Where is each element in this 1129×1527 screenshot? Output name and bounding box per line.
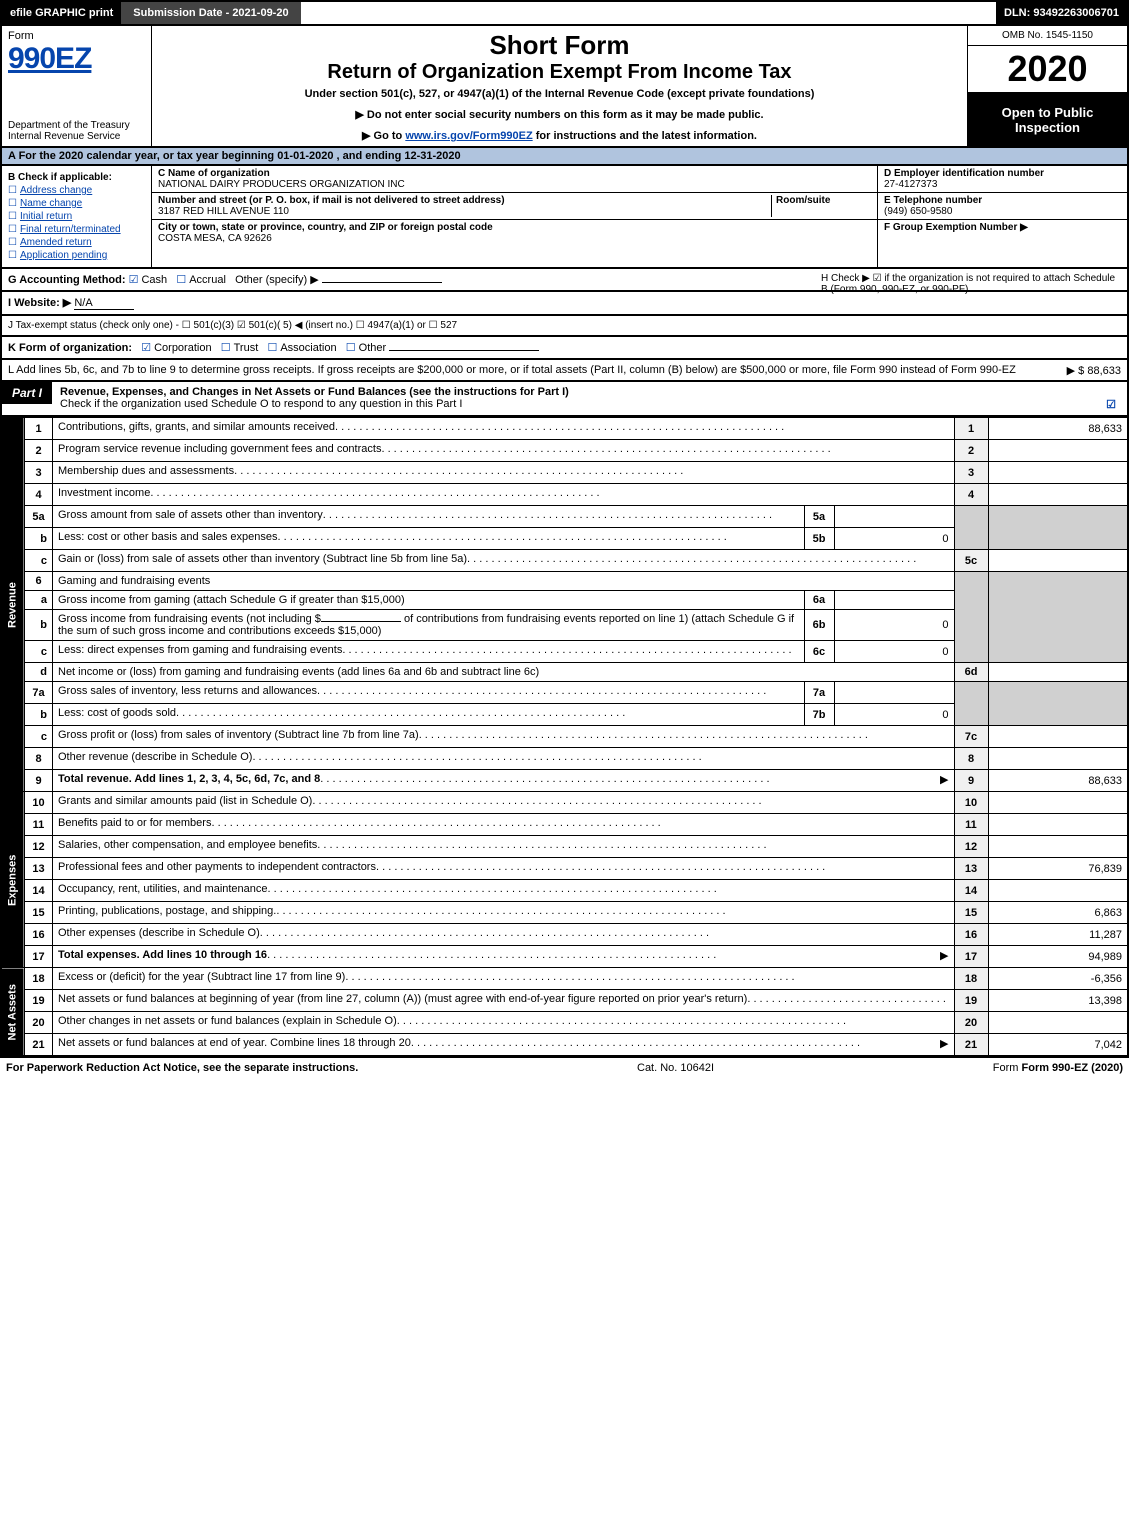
expenses-side-label: Expenses [1,792,25,968]
header-subline: Under section 501(c), 527, or 4947(a)(1)… [158,88,961,100]
cb-name-change[interactable]: Name change [8,198,145,209]
cb-corporation[interactable] [141,342,154,354]
form-number-link[interactable]: 990EZ [8,42,91,75]
section-a-tax-year: A For the 2020 calendar year, or tax yea… [0,148,1129,166]
form-ref: Form Form 990-EZ (2020) [993,1062,1123,1074]
id-right-block: D Employer identification number 27-4127… [877,166,1127,267]
accounting-method-row: G Accounting Method: Cash Accrual Other … [0,269,1129,292]
website-value: N/A [74,297,134,310]
gross-receipts-amount: ▶ $ 88,633 [1067,364,1121,377]
cb-initial-return[interactable]: Initial return [8,211,145,222]
fundraising-contrib-input[interactable] [321,621,401,622]
cb-final-return[interactable]: Final return/terminated [8,224,145,235]
org-name-row: C Name of organization NATIONAL DAIRY PR… [152,166,877,193]
line-16-amount: 11,287 [988,924,1128,946]
efile-print-button[interactable]: efile GRAPHIC print [2,2,121,24]
cb-association[interactable] [267,342,280,354]
ein-block: D Employer identification number 27-4127… [878,166,1127,193]
revenue-side-label: Revenue [1,418,25,792]
top-bar: efile GRAPHIC print Submission Date - 20… [0,0,1129,26]
identification-block: B Check if applicable: Address change Na… [0,166,1129,269]
form-header: Form 990EZ Department of the Treasury In… [0,26,1129,148]
line-13-amount: 76,839 [988,858,1128,880]
omb-number: OMB No. 1545-1150 [968,26,1127,46]
goto-line: ▶ Go to www.irs.gov/Form990EZ for instru… [158,129,961,142]
cb-amended-return[interactable]: Amended return [8,237,145,248]
line-1-desc: Contributions, gifts, grants, and simila… [53,418,955,440]
tax-year: 2020 [968,46,1127,93]
cb-application-pending[interactable]: Application pending [8,250,145,261]
irs-link[interactable]: www.irs.gov/Form990EZ [405,130,532,142]
tax-exempt-status-row: J Tax-exempt status (check only one) - ☐… [0,316,1129,337]
line-18-amount: -6,356 [988,968,1128,990]
gross-receipts-row: L Add lines 5b, 6c, and 7b to line 9 to … [0,360,1129,382]
header-title-block: Short Form Return of Organization Exempt… [152,26,967,146]
treasury-label: Department of the Treasury [8,120,145,131]
part-1-header: Part I Revenue, Expenses, and Changes in… [0,382,1129,417]
group-exemption: F Group Exemption Number ▶ [878,220,1127,235]
other-org-input[interactable] [389,350,539,351]
section-b-checkboxes: B Check if applicable: Address change Na… [2,166,152,267]
cb-cash[interactable] [129,274,142,286]
ein: 27-4127373 [884,179,937,190]
efile-label: efile GRAPHIC print [10,7,113,19]
total-expenses: 94,989 [988,946,1128,968]
city: COSTA MESA, CA 92626 [158,233,272,244]
cb-trust[interactable] [221,342,234,354]
form-of-org-row: K Form of organization: Corporation Trus… [0,337,1129,360]
netassets-side-label: Net Assets [1,968,25,1057]
b-heading: B Check if applicable: [8,172,145,183]
org-info: C Name of organization NATIONAL DAIRY PR… [152,166,877,267]
website-row: I Website: ▶ N/A [0,292,1129,316]
cat-no: Cat. No. 10642I [637,1062,714,1074]
cb-accrual[interactable] [176,274,189,286]
line-1-amount: 88,633 [988,418,1128,440]
paperwork-notice: For Paperwork Reduction Act Notice, see … [6,1062,358,1074]
telephone: (949) 650-9580 [884,206,952,217]
part-1-badge: Part I [2,382,52,404]
other-specify-input[interactable] [322,282,442,283]
submission-date: Submission Date - 2021-09-20 [121,2,300,24]
line-15-amount: 6,863 [988,902,1128,924]
page-footer: For Paperwork Reduction Act Notice, see … [0,1057,1129,1078]
line-21-amount: 7,042 [988,1034,1128,1057]
street: 3187 RED HILL AVENUE 110 [158,206,289,217]
ssn-warning: ▶ Do not enter social security numbers o… [158,108,961,121]
line-19-amount: 13,398 [988,990,1128,1012]
header-right-block: OMB No. 1545-1150 2020 Open to Public In… [967,26,1127,146]
form-id-block: Form 990EZ Department of the Treasury In… [2,26,152,146]
part-1-title: Revenue, Expenses, and Changes in Net As… [52,382,1127,415]
city-row: City or town, state or province, country… [152,220,877,246]
dln-label: DLN: 93492263006701 [996,2,1127,24]
tel-block: E Telephone number (949) 650-9580 [878,193,1127,220]
cb-address-change[interactable]: Address change [8,185,145,196]
cb-schedule-o[interactable] [1106,398,1119,411]
cb-other-org[interactable] [346,342,359,354]
short-form-title: Short Form [158,30,961,61]
org-name: NATIONAL DAIRY PRODUCERS ORGANIZATION IN… [158,179,405,190]
irs-label: Internal Revenue Service [8,131,145,142]
open-to-public: Open to Public Inspection [968,93,1127,146]
total-revenue: 88,633 [988,770,1128,792]
part-1-table: Revenue 1 Contributions, gifts, grants, … [0,417,1129,1057]
form-word: Form [8,30,34,42]
return-title: Return of Organization Exempt From Incom… [158,61,961,84]
street-row: Number and street (or P. O. box, if mail… [152,193,877,220]
